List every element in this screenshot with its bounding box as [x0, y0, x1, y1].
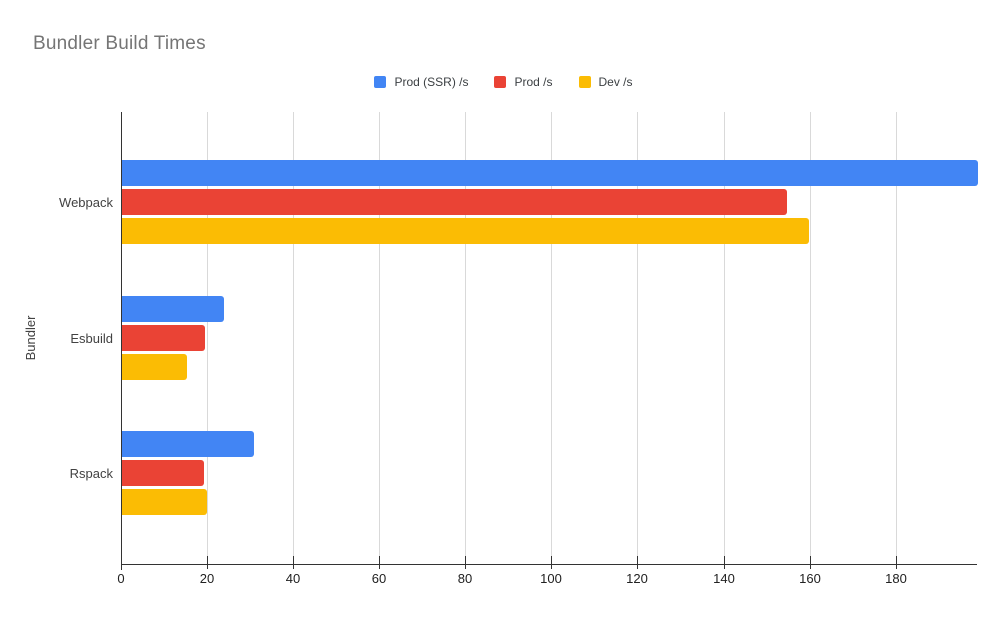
legend-label-prod: Prod /s: [514, 75, 553, 89]
plot-area: 0 20 40 60 80 100 120 140 160 180 Webpack Esbuild Rs…: [59, 112, 978, 586]
legend-item-prod-ssr: Prod (SSR) /s: [374, 75, 468, 89]
x-axis-tick-0: [121, 556, 122, 569]
gridline-80: [465, 112, 466, 564]
y-axis-line: [121, 112, 122, 570]
x-axis-tick-180: [896, 556, 897, 569]
gridline-180: [896, 112, 897, 564]
x-tick-label-120: 120: [626, 571, 648, 586]
x-axis-tick-120: [637, 556, 638, 569]
legend: Prod (SSR) /s Prod /s Dev /s: [0, 75, 1007, 89]
x-axis-tick-100: [551, 556, 552, 569]
bar-rspack-prod-s: [122, 459, 204, 486]
bar-webpack-prod-s: [122, 188, 787, 215]
x-tick-label-20: 20: [199, 571, 215, 586]
x-axis-tick-60: [379, 556, 380, 569]
x-tick-label-80: 80: [457, 571, 473, 586]
x-axis-tick-20: [207, 556, 208, 569]
x-axis-tick-160: [810, 556, 811, 569]
gridline-120: [637, 112, 638, 564]
bar-esbuild-prod-s: [122, 324, 205, 351]
x-axis-line: [121, 564, 977, 565]
bar-webpack-prod-ssr-s: [122, 159, 978, 186]
legend-swatch-dev: [578, 76, 591, 88]
x-tick-label-40: 40: [285, 571, 301, 586]
legend-swatch-prod: [494, 76, 507, 88]
x-tick-label-60: 60: [371, 571, 387, 586]
x-axis-tick-40: [293, 556, 294, 569]
gridline-140: [724, 112, 725, 564]
category-label-esbuild: Esbuild: [70, 331, 113, 346]
x-axis-tick-80: [465, 556, 466, 569]
x-tick-label-140: 140: [713, 571, 735, 586]
gridline-20: [207, 112, 208, 564]
x-axis-tick-140: [724, 556, 725, 569]
legend-swatch-prod-ssr: [374, 76, 387, 88]
x-tick-label-100: 100: [540, 571, 562, 586]
legend-item-dev: Dev /s: [578, 75, 633, 89]
gridline-40: [293, 112, 294, 564]
x-tick-label-180: 180: [885, 571, 907, 586]
gridline-160: [810, 112, 811, 564]
bar-webpack-dev-s: [122, 217, 809, 244]
bar-rspack-dev-s: [122, 488, 207, 515]
gridline-100: [551, 112, 552, 564]
x-tick-label-0: 0: [117, 571, 125, 586]
legend-item-prod: Prod /s: [494, 75, 553, 89]
x-tick-label-160: 160: [799, 571, 821, 586]
bar-esbuild-prod-ssr-s: [122, 295, 224, 322]
gridline-60: [379, 112, 380, 564]
bar-esbuild-dev-s: [122, 353, 187, 380]
chart-title: Bundler Build Times: [33, 33, 206, 54]
legend-label-dev: Dev /s: [598, 75, 633, 89]
category-label-rspack: Rspack: [69, 466, 113, 481]
category-label-webpack: Webpack: [59, 195, 113, 210]
legend-label-prod-ssr: Prod (SSR) /s: [394, 75, 469, 89]
bar-rspack-prod-ssr-s: [122, 430, 254, 457]
